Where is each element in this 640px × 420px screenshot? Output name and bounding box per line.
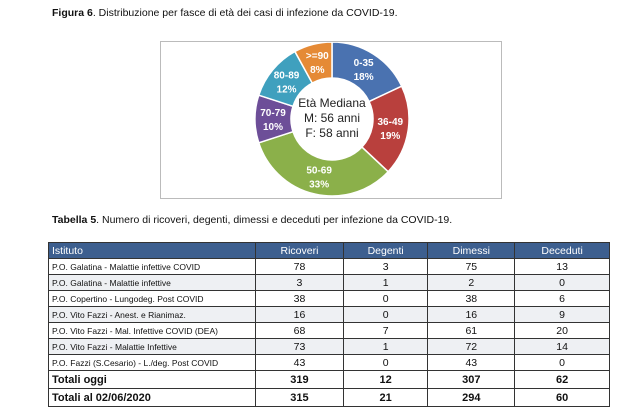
column-header: Ricoveri	[255, 242, 344, 259]
donut-svg: 0-35 18% 36-49 19% 50-69 33% 70-79 10% 80-89 12% >…	[254, 42, 410, 197]
figure-label: Figura 6	[52, 7, 93, 19]
table-cell: 0	[342, 290, 429, 307]
table-cell: 38	[427, 290, 516, 307]
table-cell: Totali oggi	[48, 370, 256, 389]
table-cell: 315	[255, 388, 344, 407]
table-cell: 78	[255, 258, 344, 275]
table-cell: P.O. Copertino - Lungodeg. Post COVID	[48, 290, 256, 307]
slice->=90	[293, 42, 333, 85]
table-cell: 12	[342, 370, 429, 389]
table-cell: 14	[514, 338, 610, 355]
table-cell: 7	[342, 322, 429, 339]
column-header: Deceduti	[514, 242, 610, 259]
table-caption-text: . Numero di ricoveri, degenti, dimessi e…	[96, 214, 453, 226]
slice-label: 80-89	[274, 70, 300, 81]
table-cell: 1	[342, 274, 429, 291]
slice-label: 12%	[277, 84, 297, 95]
slice-label: 70-79	[260, 108, 286, 119]
table-row: P.O. Galatina - Malattie infettive 3 1 2 0	[48, 274, 610, 291]
slice-label: 10%	[263, 122, 283, 133]
table-cell: 16	[427, 306, 516, 323]
table-cell: 72	[427, 338, 516, 355]
donut-chart: 0-35 18% 36-49 19% 50-69 33% 70-79 10% 80-89 12% >…	[160, 41, 502, 199]
table-cell: 73	[255, 338, 344, 355]
table-cell: 20	[514, 322, 610, 339]
table-cell: 319	[255, 370, 344, 389]
totals-row: Totali al 02/06/2020 315 21 294 60	[48, 388, 610, 407]
table-cell: 0	[342, 354, 429, 371]
column-header: Degenti	[342, 242, 429, 259]
table-row: P.O. Copertino - Lungodeg. Post COVID 38 0…	[48, 290, 610, 307]
table-row: P.O. Vito Fazzi - Malattie Infettive 73 1 7…	[48, 338, 610, 355]
table-row: P.O. Vito Fazzi - Anest. e Rianimaz. 16 0 1…	[48, 306, 610, 323]
table-cell: 38	[255, 290, 344, 307]
table-cell: 2	[427, 274, 516, 291]
center-text: Età Mediana	[298, 96, 366, 110]
table-cell: 68	[255, 322, 344, 339]
data-table: Istituto Ricoveri Degenti Dimessi Deceduti P…	[48, 242, 610, 407]
center-text: F: 58 anni	[305, 126, 358, 140]
table-cell: P.O. Vito Fazzi - Malattie Infettive	[48, 338, 256, 355]
table-cell: 13	[514, 258, 610, 275]
table-cell: 60	[514, 388, 610, 407]
slice-label: 8%	[310, 65, 325, 76]
figure-caption-text: . Distribuzione per fasce di età dei cas…	[92, 7, 398, 19]
table-cell: 3	[255, 274, 344, 291]
table-cell: 61	[427, 322, 516, 339]
table-cell: P.O. Galatina - Malattie infettive COVID	[48, 258, 256, 275]
table-cell: P.O. Vito Fazzi - Mal. Infettive COVID (…	[48, 322, 256, 339]
slice-label: 50-69	[306, 166, 332, 177]
center-text: M: 56 anni	[304, 111, 360, 125]
table-cell: 0	[342, 306, 429, 323]
table-row: P.O. Fazzi (S.Cesario) - L./deg. Post CO…	[48, 354, 610, 371]
table-caption: Tabella 5. Numero di ricoveri, degenti, …	[52, 214, 452, 226]
table-cell: 1	[342, 338, 429, 355]
slice-label: 18%	[354, 72, 374, 83]
table-cell: 62	[514, 370, 610, 389]
figure-caption: Figura 6. Distribuzione per fasce di età…	[52, 7, 398, 19]
table-cell: 307	[427, 370, 516, 389]
table-cell: 0	[514, 274, 610, 291]
column-header: Istituto	[48, 242, 256, 259]
slice-label: 19%	[380, 131, 400, 142]
table-cell: 0	[514, 354, 610, 371]
table-row: P.O. Vito Fazzi - Mal. Infettive COVID (…	[48, 322, 610, 339]
slice-label: 0-35	[354, 58, 374, 69]
table-cell: 16	[255, 306, 344, 323]
table-label: Tabella 5	[52, 214, 97, 226]
column-header: Dimessi	[427, 242, 516, 259]
table-cell: 3	[342, 258, 429, 275]
table-cell: 9	[514, 306, 610, 323]
table-cell: 43	[427, 354, 516, 371]
table-cell: 21	[342, 388, 429, 407]
table-row: P.O. Galatina - Malattie infettive COVID…	[48, 258, 610, 275]
slice-50-69	[257, 130, 390, 197]
table-cell: 43	[255, 354, 344, 371]
table-header: Istituto Ricoveri Degenti Dimessi Deceduti	[48, 242, 610, 259]
table-cell: 6	[514, 290, 610, 307]
slice-label: 33%	[309, 180, 329, 191]
totals-row: Totali oggi 319 12 307 62	[48, 370, 610, 389]
slice-label: 36-49	[377, 117, 403, 128]
table-cell: 75	[427, 258, 516, 275]
table-cell: 294	[427, 388, 516, 407]
slice-label: >=90	[306, 51, 329, 62]
table-cell: P.O. Galatina - Malattie infettive	[48, 274, 256, 291]
table-cell: P.O. Fazzi (S.Cesario) - L./deg. Post CO…	[48, 354, 256, 371]
table-cell: Totali al 02/06/2020	[48, 388, 256, 407]
table-cell: P.O. Vito Fazzi - Anest. e Rianimaz.	[48, 306, 256, 323]
